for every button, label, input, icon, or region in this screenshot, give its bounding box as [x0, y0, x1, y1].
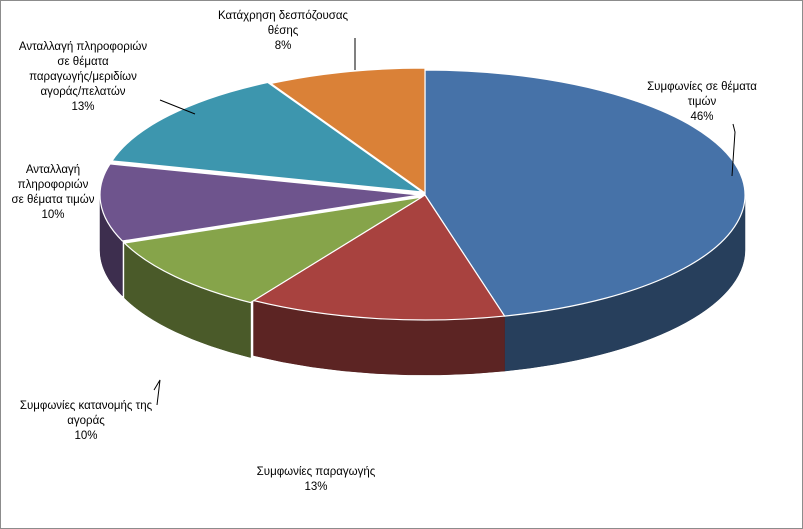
data-label-line: Κατάχρηση δεσπόζουσας	[218, 10, 349, 22]
data-label-line: 13%	[304, 481, 327, 493]
data-label-line: Συμφωνίες κατανομής της	[20, 400, 153, 412]
data-label: Ανταλλαγή πληροφοριών σε θέματα τιμών 10%	[12, 164, 95, 221]
leader-line	[731, 123, 736, 177]
data-label: Συμφωνίες παραγωγής 13%	[257, 466, 376, 493]
data-label-line: θέσης	[268, 25, 299, 37]
data-label-line: σε θέματα τιμών	[12, 194, 95, 206]
leader-line	[153, 379, 161, 406]
data-label-line: Συμφωνίες παραγωγής	[257, 466, 376, 478]
data-label-line: Ανταλλαγή	[26, 164, 80, 176]
pie-slice	[252, 194, 506, 321]
pie-slice	[123, 196, 423, 304]
data-label-line: 10%	[41, 209, 64, 221]
data-label-line: Συμφωνίες σε θέματα	[647, 81, 757, 93]
data-label-line: 46%	[690, 111, 713, 123]
pie-slice	[424, 69, 746, 317]
data-label-line: τιμών	[688, 96, 717, 108]
data-label-line: 8%	[275, 40, 292, 52]
leader-line	[159, 99, 196, 115]
pie-slice	[111, 81, 425, 193]
data-label-line: 10%	[74, 430, 97, 442]
data-label-line: Ανταλλαγή πληροφοριών	[19, 41, 148, 53]
pie-tops	[99, 67, 746, 321]
pie-slice	[99, 163, 421, 242]
pie-sides	[99, 194, 746, 376]
data-label: Συμφωνίες κατανομής της αγοράς 10%	[20, 400, 153, 442]
data-label-line: πληροφοριών	[18, 179, 89, 191]
data-label-line: αγοράς	[67, 415, 105, 427]
data-label: Κατάχρηση δεσπόζουσας θέσης 8%	[218, 10, 349, 52]
data-labels: Συμφωνίες σε θέματα τιμών 46% Συμφωνίες παρ…	[12, 10, 758, 493]
data-label-line: αγοράς/πελατών	[40, 86, 125, 98]
data-label: Ανταλλαγή πληροφοριών σε θέματα παραγωγής/…	[19, 41, 148, 113]
data-label-line: σε θέματα	[57, 56, 109, 68]
pie-slice	[269, 67, 426, 195]
data-label-line: παραγωγής/μεριδίων	[29, 71, 137, 83]
data-label: Συμφωνίες σε θέματα τιμών 46%	[647, 81, 757, 123]
data-label-line: 13%	[71, 101, 94, 113]
